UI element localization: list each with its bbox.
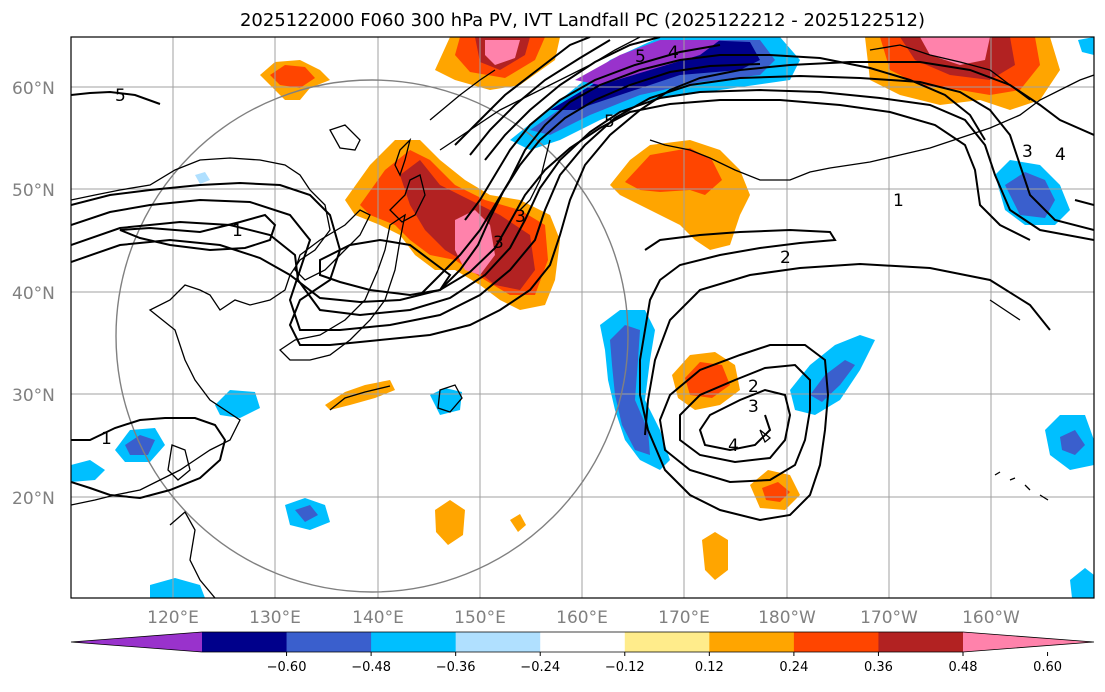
- contour-label: 1: [101, 429, 112, 449]
- contour-labels: 5 1 1 5 4 5 3 3 1 2 2 3 4 3 4: [101, 43, 1066, 456]
- contour-label: 3: [493, 233, 504, 253]
- contour-label: 5: [115, 86, 126, 106]
- lon-label: 160°W: [962, 608, 1020, 628]
- colorbar-tick-label: −0.24: [520, 660, 560, 675]
- colorbar-segment: [878, 632, 964, 652]
- colorbar-tick-label: −0.12: [605, 660, 645, 675]
- lat-labels: 60°N 50°N 40°N 30°N 20°N: [12, 79, 55, 509]
- lat-label: 60°N: [12, 79, 55, 99]
- map-title: 2025122000 F060 300 hPa PV, IVT Landfall…: [239, 10, 926, 31]
- colorbar-segment: [709, 632, 795, 652]
- contour-label: 3: [748, 397, 759, 417]
- contour-label: 5: [635, 47, 646, 67]
- radius-circle: [115, 79, 629, 593]
- colorbar-outline: [70, 631, 1095, 653]
- contour-label: 3: [1022, 142, 1033, 162]
- lon-label: 120°E: [147, 608, 199, 628]
- contour-label: 4: [668, 43, 679, 63]
- colorbar-segment: [202, 632, 288, 652]
- contour-label: 2: [780, 248, 791, 268]
- colorbar-segment: [286, 632, 372, 652]
- colorbar-segment: [371, 632, 457, 652]
- lon-label: 160°E: [556, 608, 608, 628]
- contour-label: 1: [232, 221, 243, 241]
- colorbar-tick-label: −0.36: [436, 660, 476, 675]
- colorbar-tick-label: 0.36: [864, 660, 893, 675]
- colorbar-tick-label: 0.12: [695, 660, 724, 675]
- lon-labels: 120°E 130°E 140°E 150°E 160°E 170°E 180°…: [147, 608, 1020, 628]
- contour-label: 1: [893, 191, 904, 211]
- colorbar-extend-low: [71, 632, 202, 652]
- colorbar-tick-label: −0.48: [351, 660, 391, 675]
- colorbar-tick-label: 0.24: [779, 660, 808, 675]
- colorbar-segment: [455, 632, 541, 652]
- colorbar-segment: [793, 632, 879, 652]
- lon-label: 150°E: [454, 608, 506, 628]
- colorbar-tick-label: 0.48: [949, 660, 978, 675]
- lon-label: 170°E: [658, 608, 710, 628]
- lat-label: 40°N: [12, 284, 55, 304]
- map-frame: [70, 36, 1095, 599]
- contour-label: 4: [728, 436, 739, 456]
- lon-label: 170°W: [860, 608, 918, 628]
- lat-label: 30°N: [12, 386, 55, 406]
- lon-label: 130°E: [249, 608, 301, 628]
- lon-label: 140°E: [352, 608, 404, 628]
- colorbar-extend-high: [963, 632, 1094, 652]
- lon-label: 180°W: [758, 608, 816, 628]
- colorbar-tick-label: 0.60: [1033, 660, 1062, 675]
- colorbar-segment: [624, 632, 710, 652]
- colorbar-tick-label: −0.60: [267, 660, 307, 675]
- lat-label: 50°N: [12, 181, 55, 201]
- ivt-contours: [71, 37, 1094, 522]
- colorbar-segment: [540, 632, 626, 652]
- contour-label: 5: [604, 112, 615, 132]
- lat-label: 20°N: [12, 489, 55, 509]
- gridlines: [71, 37, 1094, 598]
- colorbar: −0.60 −0.48 −0.36 −0.24 −0.12 0.12 0.24 0.36 0.4…: [70, 631, 1095, 675]
- contour-label: 2: [748, 377, 759, 397]
- contour-label: 4: [1055, 145, 1066, 165]
- contour-label: 3: [515, 207, 526, 227]
